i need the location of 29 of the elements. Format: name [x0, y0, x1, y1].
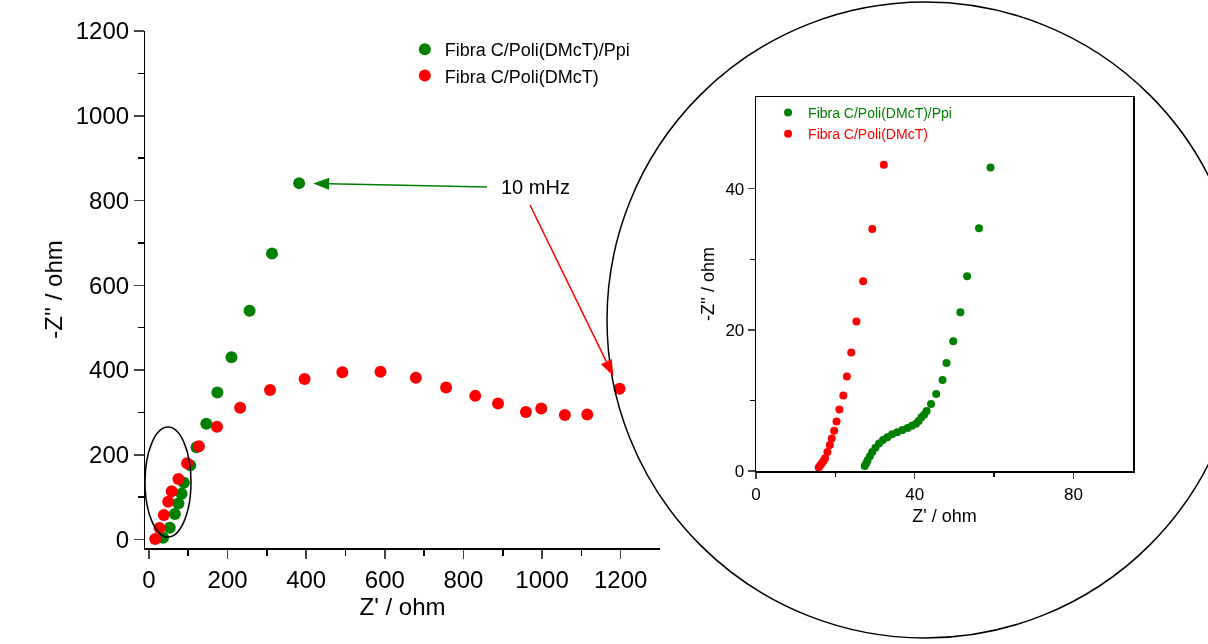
- y-tick-label: 20: [725, 320, 745, 340]
- x-tick-label: 600: [364, 565, 405, 593]
- y-tick-label: 40: [725, 179, 745, 199]
- y-tick-label: 1200: [75, 17, 130, 45]
- x-tick-label: 200: [207, 565, 248, 593]
- x-tick-label: 40: [905, 484, 925, 504]
- legend-label: Fibra C/Poli(DMcT): [444, 66, 599, 87]
- x-axis-title: Z' / ohm: [912, 505, 977, 526]
- y-axis-title: -Z'' / ohm: [40, 240, 68, 339]
- x-tick-label: 0: [142, 565, 156, 593]
- x-tick-label: 80: [1064, 484, 1083, 504]
- y-tick-label: 0: [734, 461, 745, 481]
- y-tick-label: 200: [89, 441, 130, 469]
- legend-label: Fibra C/Poli(DMcT)/Ppi: [444, 40, 630, 61]
- x-tick-label: 0: [751, 484, 761, 504]
- legend-label: Fibra C/Poli(DMcT): [808, 126, 928, 143]
- x-tick-label: 1200: [593, 565, 648, 593]
- y-tick-label: 1000: [75, 102, 130, 130]
- y-tick-label: 800: [89, 186, 130, 214]
- x-tick-label: 800: [443, 565, 484, 593]
- legend-label: Fibra C/Poli(DMcT)/Ppi: [808, 105, 952, 122]
- x-tick-label: 400: [286, 565, 327, 593]
- x-axis-title: Z' / ohm: [359, 592, 446, 620]
- x-tick-label: 1000: [515, 565, 569, 593]
- y-tick-label: 400: [89, 356, 130, 384]
- y-tick-label: 0: [115, 525, 130, 553]
- annotation: 10 mHz: [501, 176, 570, 198]
- y-tick-label: 600: [89, 271, 130, 299]
- y-axis-title: -Z'' / ohm: [697, 247, 718, 321]
